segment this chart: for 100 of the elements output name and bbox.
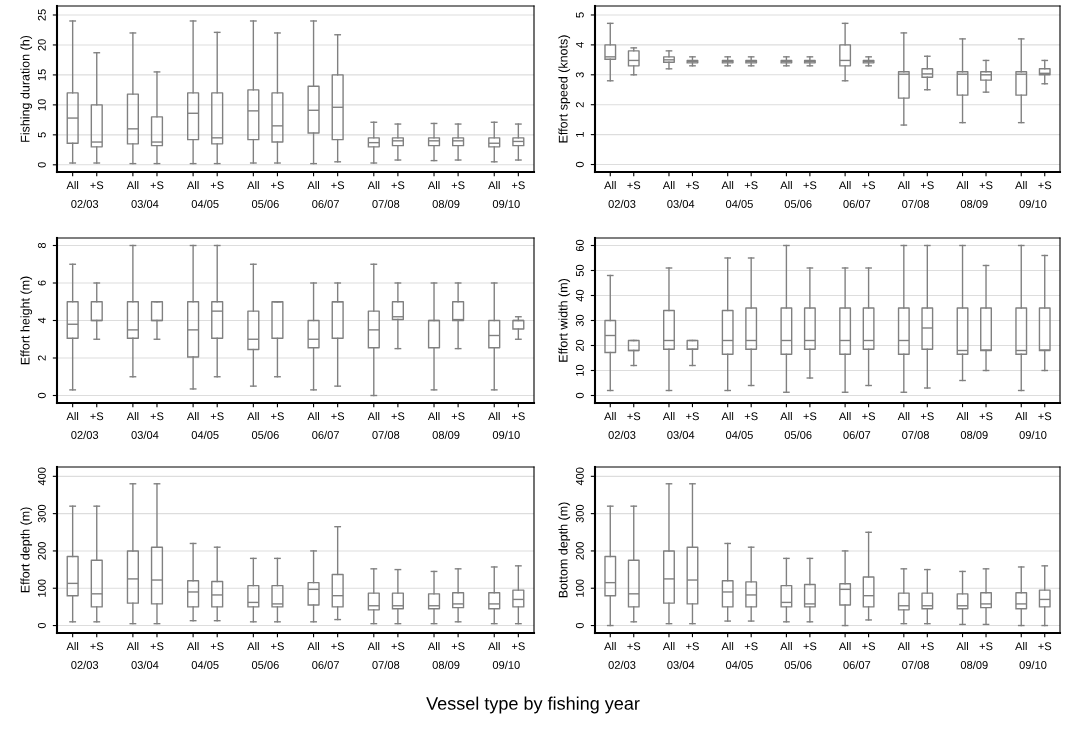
x-tick-label: All — [721, 181, 734, 190]
text: 04/05 — [191, 199, 219, 208]
x-tick-label: All — [126, 642, 139, 651]
x-tick-label: +S — [511, 642, 525, 651]
y-tick-label: 0 — [575, 622, 584, 629]
x-tick-label: +S — [90, 642, 104, 651]
y-tick-label: 100 — [575, 579, 584, 597]
x-tick-label: All — [126, 181, 139, 190]
y-axis-title: Effort depth (m) — [20, 507, 33, 593]
x-tick-label: All — [307, 412, 319, 421]
x-tick-label: All — [662, 181, 675, 190]
x-tick-label: All — [247, 181, 259, 190]
y-tick-label: 20 — [37, 39, 46, 51]
x-tick-label: All — [66, 181, 79, 190]
y-tick-label: 25 — [37, 9, 46, 21]
x-tick-label: +S — [744, 181, 758, 190]
x-tick-label: +S — [920, 181, 934, 190]
x-tick-label: +S — [686, 412, 699, 421]
y-tick-label: 400 — [37, 467, 46, 486]
x-tick-label: +S — [150, 181, 164, 190]
x-axis-title: Vessel type by fishing year — [426, 696, 640, 714]
text: 05/06 — [251, 660, 279, 669]
x-tick-label: All — [780, 642, 792, 651]
y-tick-label: 0 — [575, 392, 584, 399]
y-axis-title: Bottom depth (m) — [558, 502, 571, 598]
x-tick-label: All — [427, 412, 440, 421]
y-tick-label: 2 — [37, 355, 46, 361]
x-tick-label: +S — [150, 412, 164, 421]
x-tick-label: +S — [451, 412, 465, 421]
text: 08/09 — [432, 430, 460, 439]
y-tick-label: 2 — [575, 102, 584, 108]
x-tick-label: All — [307, 642, 319, 651]
text: 09/10 — [1019, 660, 1047, 669]
x-tick-label: +S — [1038, 412, 1052, 421]
text: 03/04 — [131, 430, 159, 439]
text: 02/03 — [71, 660, 99, 669]
x-tick-label: +S — [391, 642, 405, 651]
x-tick-label: All — [662, 412, 675, 421]
text: 09/10 — [492, 430, 520, 439]
y-tick-label: 8 — [37, 242, 46, 249]
y-tick-label: 15 — [38, 69, 46, 81]
x-tick-label: +S — [271, 642, 284, 651]
text: 02/03 — [71, 430, 99, 439]
x-tick-label: All — [604, 412, 616, 421]
x-tick-label: All — [897, 181, 910, 190]
text: 09/10 — [492, 199, 520, 208]
x-tick-label: +S — [451, 181, 465, 190]
text: 03/04 — [131, 660, 159, 669]
text: 07/08 — [372, 660, 400, 669]
x-tick-label: +S — [1038, 181, 1052, 190]
y-tick-label: 200 — [37, 542, 46, 560]
x-tick-label: +S — [451, 642, 465, 651]
y-axis-title: Fishing duration (h) — [20, 35, 33, 142]
x-tick-label: +S — [391, 412, 405, 421]
x-tick-label: All — [367, 412, 380, 421]
text: 02/03 — [608, 430, 636, 439]
y-axis-title: Effort width (m) — [558, 279, 571, 362]
x-tick-label: +S — [979, 642, 993, 651]
text: 07/08 — [902, 199, 929, 208]
text: 04/05 — [191, 660, 219, 669]
x-tick-label: +S — [744, 412, 758, 421]
y-tick-label: 4 — [38, 317, 46, 324]
text: 04/05 — [191, 430, 219, 439]
y-axis-title: Effort speed (knots) — [558, 35, 571, 143]
x-tick-label: All — [488, 642, 500, 651]
text: 05/06 — [251, 199, 279, 208]
x-tick-label: All — [897, 642, 910, 651]
x-tick-label: All — [956, 181, 968, 190]
y-tick-label: 10 — [575, 364, 584, 376]
x-tick-label: +S — [627, 181, 641, 190]
x-tick-label: All — [247, 412, 259, 421]
text: 08/09 — [960, 199, 988, 208]
x-tick-label: All — [186, 412, 199, 421]
text: 05/06 — [784, 660, 812, 669]
text: 07/08 — [902, 660, 929, 669]
text: 02/03 — [71, 199, 99, 208]
x-tick-label: +S — [90, 412, 104, 421]
x-tick-label: All — [1015, 642, 1027, 651]
text: 09/10 — [492, 660, 520, 669]
x-tick-label: All — [367, 642, 380, 651]
x-tick-label: +S — [979, 181, 993, 190]
x-tick-label: All — [721, 412, 734, 421]
y-tick-label: 20 — [575, 339, 584, 352]
x-tick-label: All — [186, 181, 199, 190]
y-axis-title: Effort height (m) — [20, 276, 33, 365]
y-tick-label: 60 — [575, 239, 584, 252]
x-tick-label: All — [1015, 181, 1027, 190]
text: 06/07 — [843, 430, 871, 439]
text: 08/09 — [432, 660, 460, 669]
x-tick-label: +S — [150, 642, 164, 651]
x-tick-label: +S — [686, 181, 699, 190]
text: 03/04 — [131, 199, 159, 208]
x-tick-label: +S — [979, 412, 993, 421]
x-tick-label: All — [66, 412, 79, 421]
y-tick-label: 4 — [576, 42, 584, 48]
y-tick-label: 5 — [38, 132, 46, 138]
x-tick-label: +S — [803, 181, 817, 190]
text: 08/09 — [960, 660, 988, 669]
text: 06/07 — [312, 430, 339, 439]
x-tick-label: All — [186, 642, 199, 651]
